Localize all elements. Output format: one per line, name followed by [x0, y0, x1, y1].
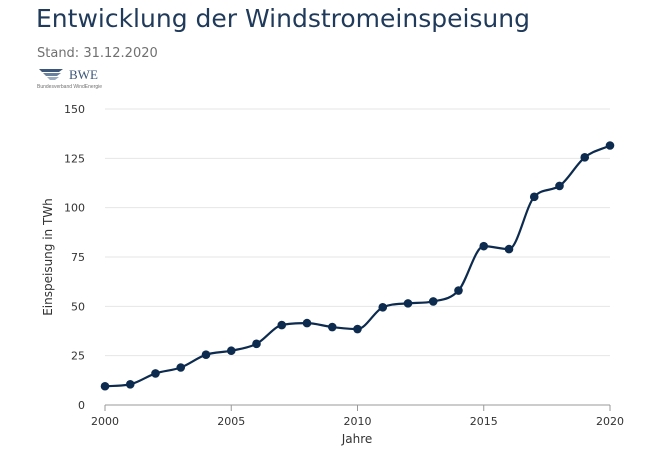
x-tick-label: 2010: [344, 415, 372, 428]
y-tick-label: 0: [78, 399, 85, 412]
data-point[interactable]: [327, 322, 337, 332]
data-point[interactable]: [226, 346, 236, 356]
series-line: [104, 144, 611, 388]
wing-icon: [39, 69, 63, 80]
chart-subtitle: Stand: 31.12.2020: [37, 46, 158, 61]
logo-text: Bundesverband WindEnergie: [37, 84, 102, 90]
data-point[interactable]: [125, 379, 135, 389]
data-point[interactable]: [580, 153, 590, 162]
data-point[interactable]: [277, 320, 287, 330]
data-point[interactable]: [428, 297, 438, 306]
y-tick-label: 75: [71, 251, 85, 264]
data-point[interactable]: [555, 181, 564, 191]
y-tick-label: 50: [71, 300, 85, 313]
x-tick-label: 2015: [470, 415, 498, 428]
data-point[interactable]: [151, 369, 160, 378]
bwe-logo: BWE Bundesverband WindEnergie: [37, 67, 102, 90]
data-point[interactable]: [302, 318, 312, 328]
y-axis-label: Einspeisung in TWh: [41, 198, 55, 316]
data-point[interactable]: [479, 241, 489, 251]
data-point[interactable]: [403, 299, 413, 308]
data-point[interactable]: [605, 141, 615, 150]
y-tick-label: 25: [71, 350, 85, 363]
data-point[interactable]: [454, 286, 463, 295]
y-tick-label: 125: [64, 152, 85, 165]
x-axis-label: Jahre: [341, 432, 373, 446]
data-point[interactable]: [353, 324, 362, 334]
logo-abbrev: BWE: [69, 67, 98, 82]
y-tick-label: 100: [64, 202, 85, 215]
data-point[interactable]: [176, 363, 186, 372]
data-point[interactable]: [378, 303, 388, 312]
y-tick-label: 150: [64, 103, 85, 116]
data-point[interactable]: [100, 381, 110, 391]
x-tick-label: 2000: [91, 415, 119, 428]
x-tick-label: 2020: [596, 415, 624, 428]
data-point[interactable]: [504, 244, 514, 254]
x-tick-label: 2005: [217, 415, 245, 428]
data-point[interactable]: [252, 339, 261, 349]
data-point[interactable]: [201, 350, 211, 359]
chart-title: Entwicklung der Windstromeinspeisung: [36, 4, 530, 33]
data-point[interactable]: [529, 192, 539, 202]
